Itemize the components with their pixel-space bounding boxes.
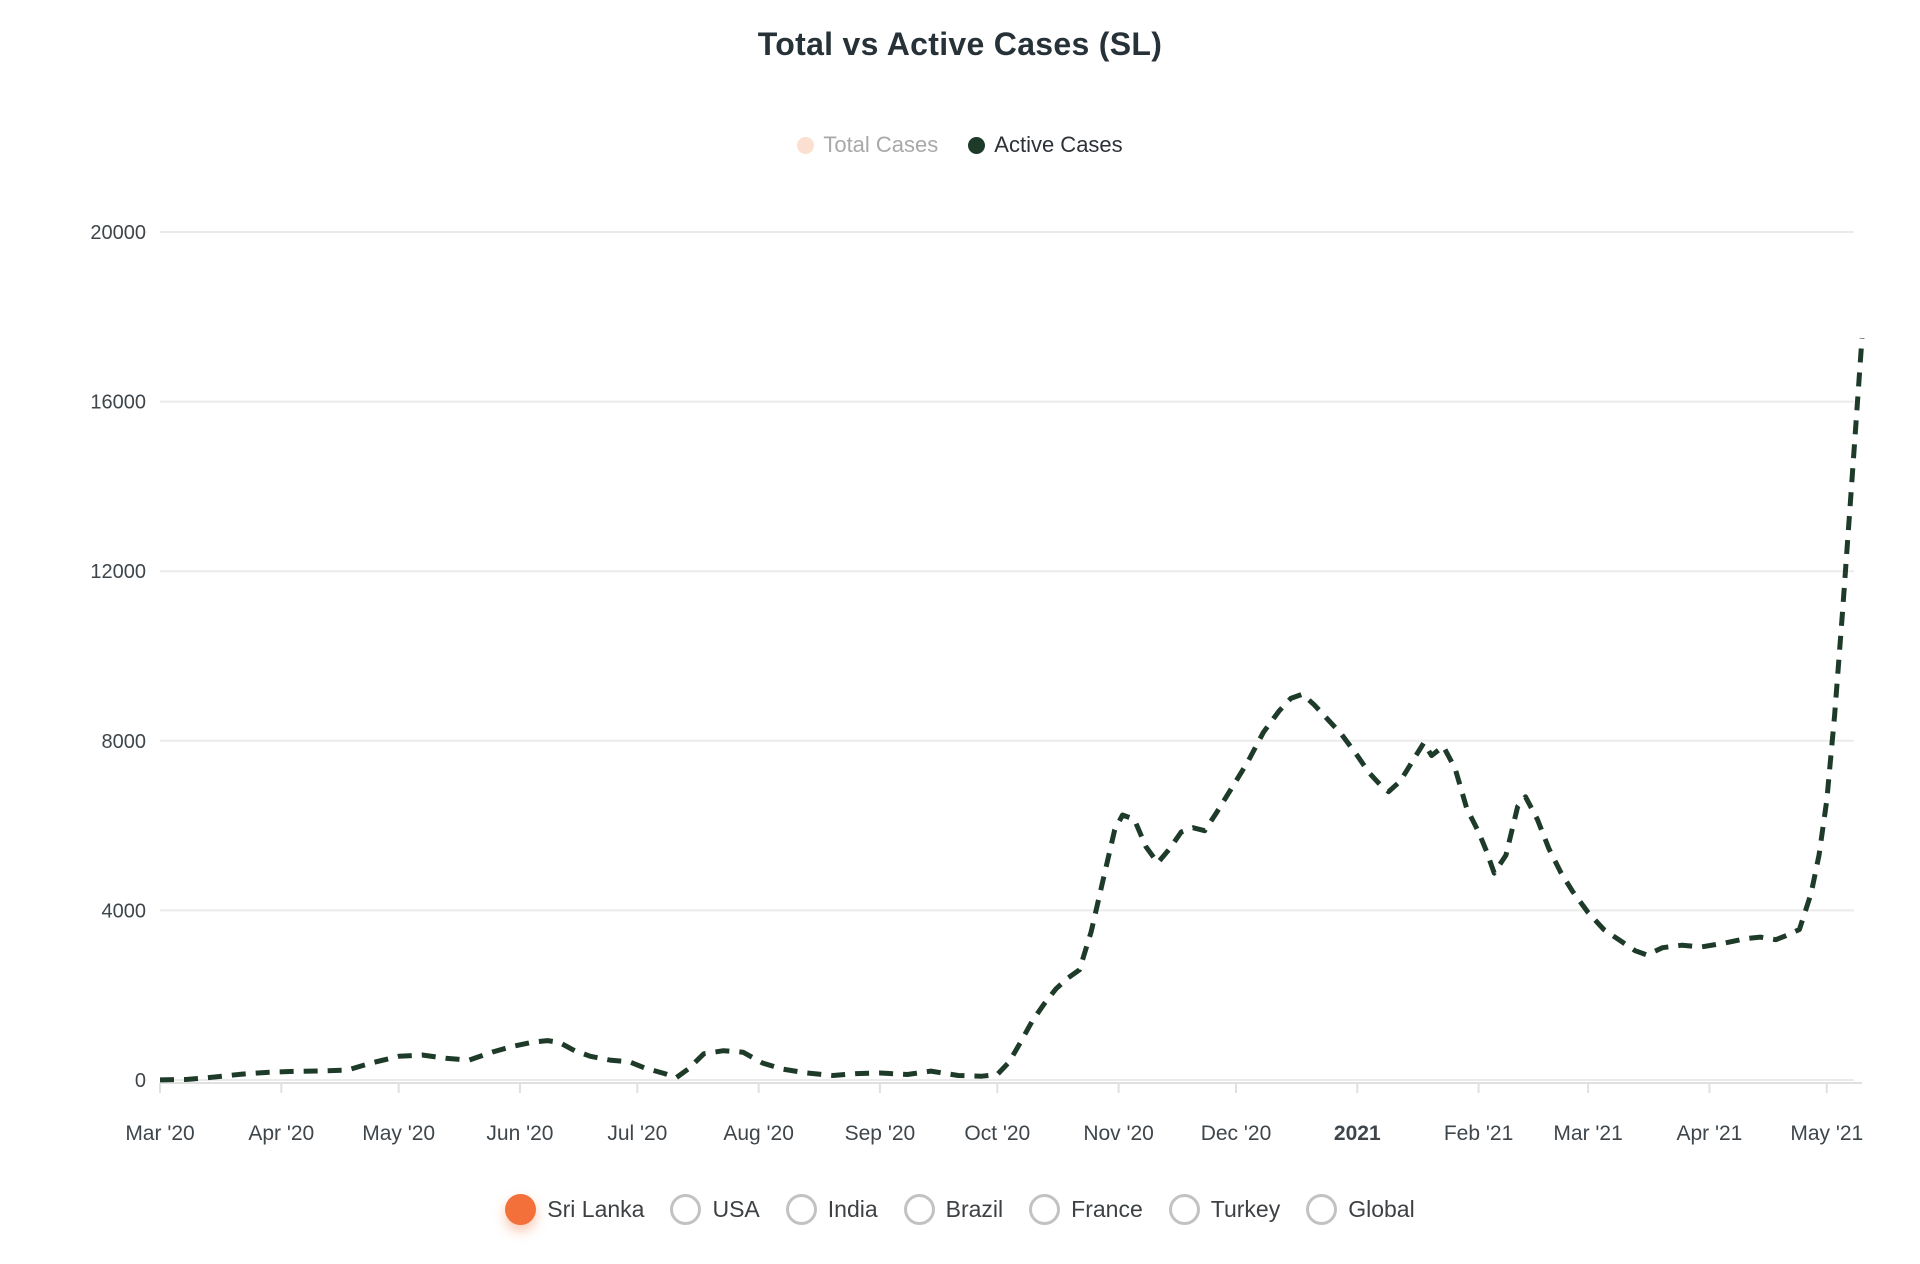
- active-cases-line[interactable]: [159, 337, 1865, 1083]
- x-axis-label: May '21: [1790, 1122, 1863, 1145]
- radio-unselected-icon: [1029, 1194, 1061, 1225]
- radio-label: Global: [1348, 1196, 1415, 1222]
- legend-item-total-cases[interactable]: Total Cases: [797, 132, 938, 158]
- x-axis-label: Feb '21: [1444, 1122, 1513, 1145]
- x-axis-label: Apr '20: [248, 1122, 314, 1145]
- x-axis-label: Jun '20: [486, 1122, 553, 1145]
- y-axis-label: 12000: [90, 561, 146, 583]
- legend-label-active-cases: Active Cases: [994, 132, 1123, 157]
- y-axis-label: 0: [135, 1070, 146, 1092]
- radio-label: Brazil: [945, 1196, 1004, 1222]
- radio-label: Turkey: [1210, 1196, 1281, 1222]
- radio-option-turkey[interactable]: Turkey: [1168, 1194, 1281, 1225]
- x-axis-label: Oct '20: [964, 1122, 1030, 1145]
- radio-option-sri-lanka[interactable]: Sri Lanka: [505, 1194, 644, 1225]
- radio-label: India: [827, 1196, 878, 1222]
- radio-unselected-icon: [785, 1194, 817, 1225]
- x-axis-label: May '20: [362, 1122, 435, 1145]
- y-axis-label: 8000: [102, 731, 147, 753]
- radio-label: France: [1071, 1196, 1143, 1222]
- radio-unselected-icon: [1306, 1194, 1338, 1225]
- radio-option-usa[interactable]: USA: [670, 1194, 760, 1225]
- chart-legend: Total Cases Active Cases: [0, 132, 1920, 158]
- x-axis-label: Jul '20: [607, 1122, 667, 1145]
- x-axis-label: Aug '20: [723, 1122, 794, 1145]
- radio-option-brazil[interactable]: Brazil: [903, 1194, 1004, 1225]
- y-axis-label: 20000: [90, 222, 146, 244]
- x-axis-label: Mar '20: [125, 1122, 194, 1145]
- x-axis-label: Mar '21: [1553, 1122, 1622, 1145]
- legend-label-total-cases: Total Cases: [823, 132, 939, 157]
- radio-unselected-icon: [670, 1194, 702, 1225]
- y-axis-label: 4000: [102, 900, 147, 922]
- radio-selected-icon: [505, 1194, 537, 1225]
- x-axis-label: Nov '20: [1083, 1122, 1154, 1145]
- legend-item-active-cases[interactable]: Active Cases: [968, 132, 1123, 158]
- x-axis-label: 2021: [1334, 1122, 1381, 1145]
- active-cases-marker-icon: [968, 136, 986, 154]
- radio-option-global[interactable]: Global: [1306, 1194, 1415, 1225]
- radio-unselected-icon: [903, 1194, 935, 1225]
- x-axis-label: Dec '20: [1201, 1122, 1272, 1145]
- x-axis-label: Sep '20: [845, 1122, 916, 1145]
- radio-option-india[interactable]: India: [785, 1194, 878, 1225]
- chart-title: Total vs Active Cases (SL): [757, 26, 1163, 62]
- y-axis-label: 16000: [90, 392, 146, 414]
- total-cases-marker-icon: [797, 136, 815, 154]
- radio-label: USA: [712, 1196, 760, 1222]
- radio-label: Sri Lanka: [547, 1196, 645, 1222]
- radio-option-france[interactable]: France: [1029, 1194, 1143, 1225]
- x-axis-label: Apr '21: [1676, 1122, 1742, 1145]
- radio-unselected-icon: [1168, 1194, 1200, 1225]
- country-selector: Sri Lanka USA India Brazil France Turkey Globa…: [0, 1194, 1920, 1225]
